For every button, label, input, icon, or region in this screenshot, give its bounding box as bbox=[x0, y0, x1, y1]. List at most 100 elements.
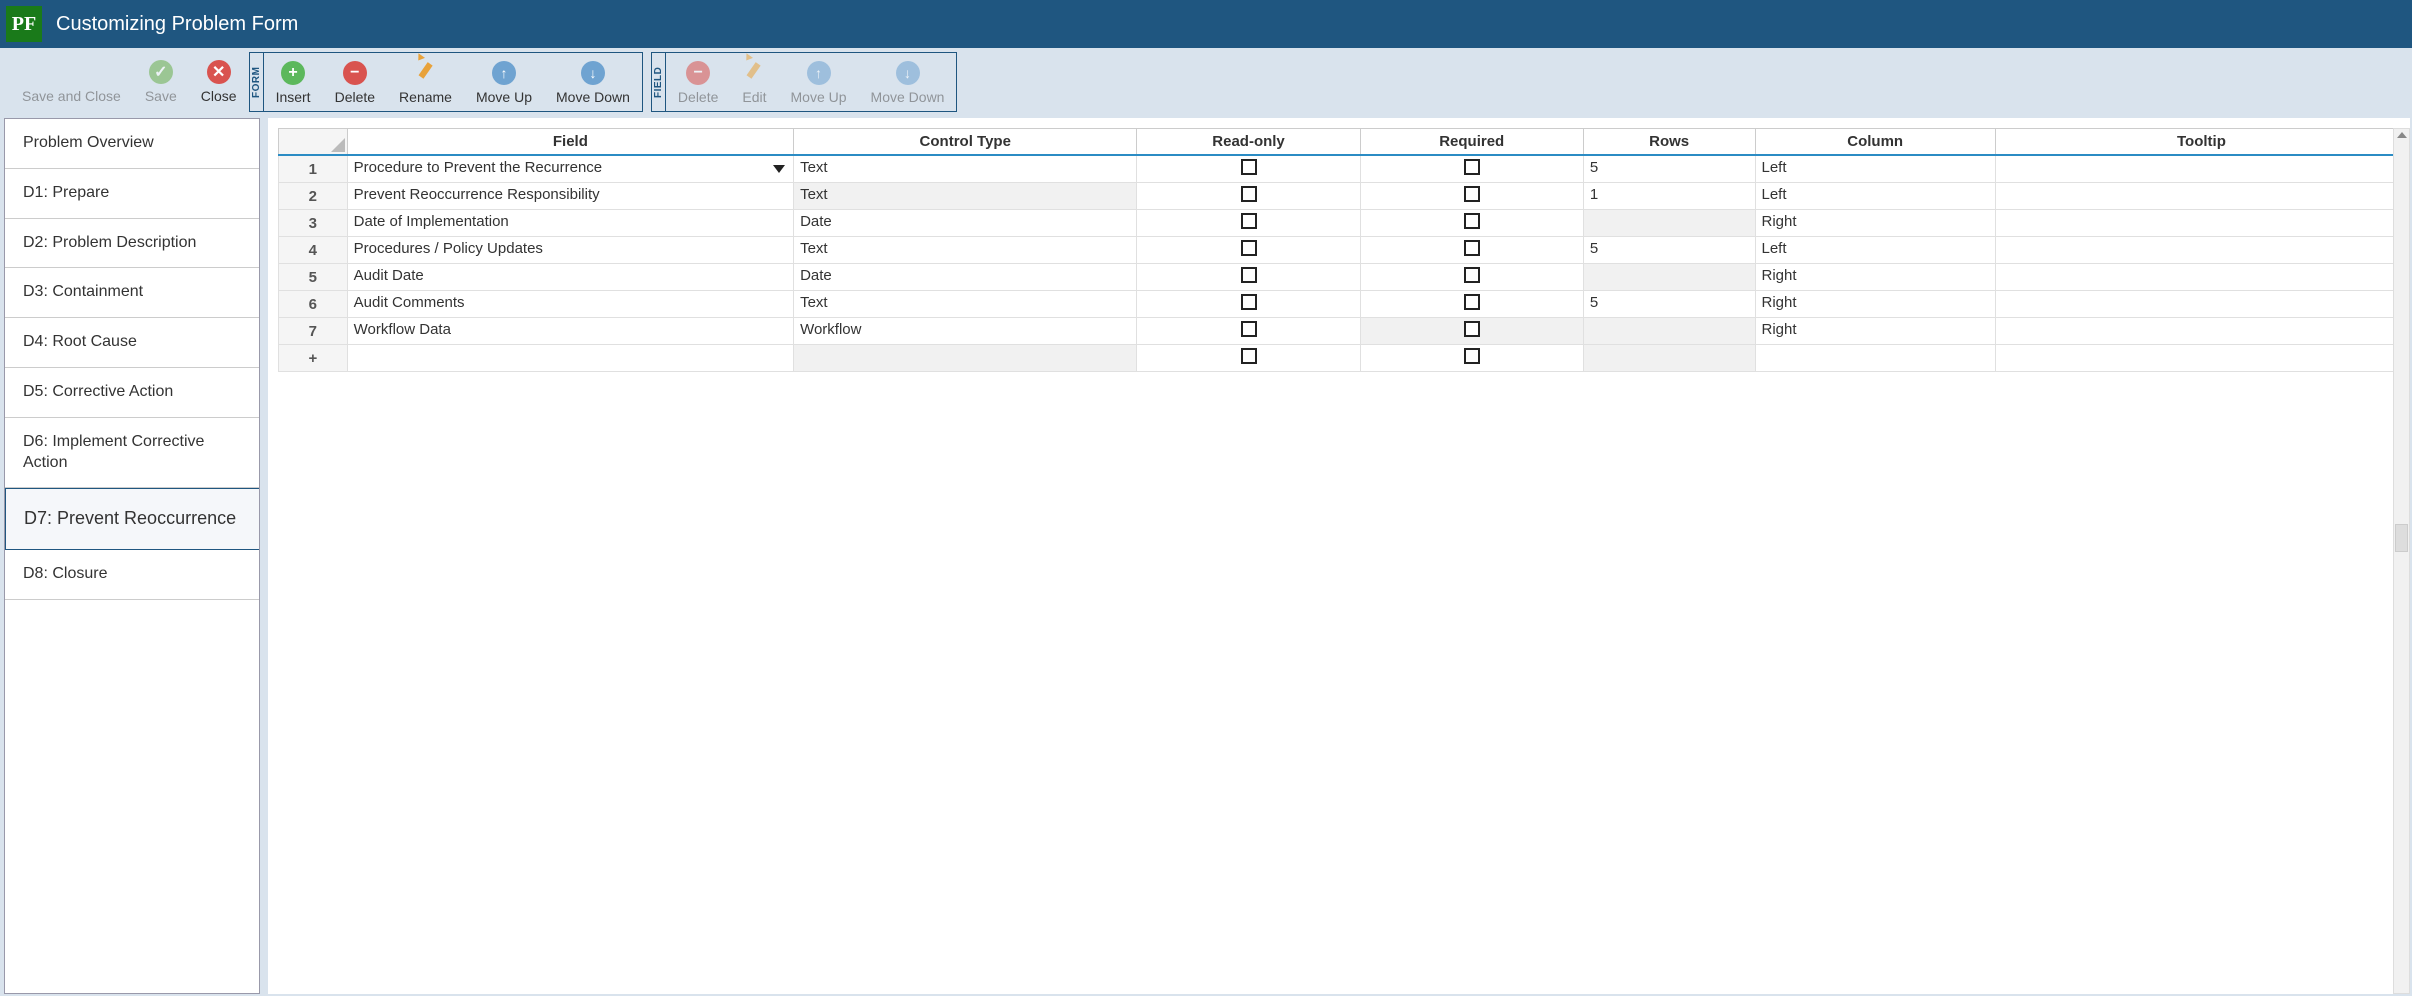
scroll-thumb[interactable] bbox=[2395, 524, 2408, 552]
cell-required[interactable] bbox=[1360, 155, 1583, 183]
save-button[interactable]: ✓ Save bbox=[133, 52, 189, 112]
cell-field[interactable]: Prevent Reoccurrence Responsibility bbox=[347, 183, 793, 210]
add-row[interactable]: + bbox=[279, 345, 2408, 372]
checkbox-icon[interactable] bbox=[1241, 240, 1257, 256]
form-insert-button[interactable]: + Insert bbox=[264, 53, 323, 113]
cell-field[interactable]: Audit Date bbox=[347, 264, 793, 291]
cell-required[interactable] bbox=[1360, 237, 1583, 264]
checkbox-icon[interactable] bbox=[1464, 213, 1480, 229]
cell-tooltip[interactable] bbox=[1995, 318, 2407, 345]
vertical-scrollbar[interactable] bbox=[2393, 128, 2410, 994]
sidebar-item[interactable]: D3: Containment bbox=[5, 268, 259, 318]
checkbox-icon[interactable] bbox=[1464, 240, 1480, 256]
sidebar-item[interactable]: D5: Corrective Action bbox=[5, 368, 259, 418]
table-row[interactable]: 2Prevent Reoccurrence ResponsibilityText… bbox=[279, 183, 2408, 210]
cell-control-type[interactable]: Text bbox=[794, 291, 1137, 318]
field-delete-button[interactable]: − Delete bbox=[666, 53, 730, 113]
cell-required[interactable] bbox=[1360, 345, 1583, 372]
table-row[interactable]: 4Procedures / Policy UpdatesText 5Left bbox=[279, 237, 2408, 264]
cell-control-type[interactable]: Text bbox=[794, 183, 1137, 210]
cell-rows[interactable]: 1 bbox=[1583, 183, 1755, 210]
cell-field[interactable] bbox=[347, 345, 793, 372]
checkbox-icon[interactable] bbox=[1464, 267, 1480, 283]
checkbox-icon[interactable] bbox=[1464, 294, 1480, 310]
cell-column[interactable]: Right bbox=[1755, 210, 1995, 237]
sidebar-item[interactable]: D6: Implement Corrective Action bbox=[5, 418, 259, 489]
checkbox-icon[interactable] bbox=[1241, 348, 1257, 364]
checkbox-icon[interactable] bbox=[1241, 321, 1257, 337]
checkbox-icon[interactable] bbox=[1241, 213, 1257, 229]
column-header[interactable]: Field bbox=[347, 129, 793, 156]
checkbox-icon[interactable] bbox=[1241, 159, 1257, 175]
sidebar-item[interactable]: D4: Root Cause bbox=[5, 318, 259, 368]
cell-rows[interactable] bbox=[1583, 264, 1755, 291]
column-header[interactable]: Read-only bbox=[1137, 129, 1360, 156]
row-number[interactable]: 6 bbox=[279, 291, 348, 318]
cell-column[interactable]: Right bbox=[1755, 318, 1995, 345]
row-number[interactable]: 7 bbox=[279, 318, 348, 345]
cell-control-type[interactable]: Date bbox=[794, 210, 1137, 237]
cell-rows[interactable] bbox=[1583, 210, 1755, 237]
sidebar-item[interactable]: D8: Closure bbox=[5, 550, 259, 600]
cell-readonly[interactable] bbox=[1137, 155, 1360, 183]
row-number[interactable]: 4 bbox=[279, 237, 348, 264]
table-row[interactable]: 5Audit DateDateRight bbox=[279, 264, 2408, 291]
checkbox-icon[interactable] bbox=[1464, 321, 1480, 337]
column-header[interactable]: Tooltip bbox=[1995, 129, 2407, 156]
cell-field[interactable]: Workflow Data bbox=[347, 318, 793, 345]
checkbox-icon[interactable] bbox=[1464, 159, 1480, 175]
cell-column[interactable]: Left bbox=[1755, 183, 1995, 210]
table-row[interactable]: 3Date of ImplementationDateRight bbox=[279, 210, 2408, 237]
row-number[interactable]: 1 bbox=[279, 155, 348, 183]
checkbox-icon[interactable] bbox=[1464, 186, 1480, 202]
cell-readonly[interactable] bbox=[1137, 210, 1360, 237]
cell-tooltip[interactable] bbox=[1995, 291, 2407, 318]
table-corner[interactable] bbox=[279, 129, 348, 156]
cell-tooltip[interactable] bbox=[1995, 210, 2407, 237]
column-header[interactable]: Column bbox=[1755, 129, 1995, 156]
form-rename-button[interactable]: Rename bbox=[387, 53, 464, 113]
table-row[interactable]: 1Procedure to Prevent the RecurrenceText… bbox=[279, 155, 2408, 183]
sidebar-item[interactable]: D1: Prepare bbox=[5, 169, 259, 219]
cell-tooltip[interactable] bbox=[1995, 155, 2407, 183]
cell-column[interactable]: Left bbox=[1755, 237, 1995, 264]
row-number[interactable]: 2 bbox=[279, 183, 348, 210]
cell-readonly[interactable] bbox=[1137, 264, 1360, 291]
cell-tooltip[interactable] bbox=[1995, 237, 2407, 264]
checkbox-icon[interactable] bbox=[1464, 348, 1480, 364]
cell-column[interactable] bbox=[1755, 345, 1995, 372]
cell-readonly[interactable] bbox=[1137, 291, 1360, 318]
save-and-close-button[interactable]: Save and Close bbox=[10, 52, 133, 112]
cell-field[interactable]: Audit Comments bbox=[347, 291, 793, 318]
table-row[interactable]: 6Audit CommentsText5Right bbox=[279, 291, 2408, 318]
form-move-down-button[interactable]: ↓ Move Down bbox=[544, 53, 642, 113]
cell-required[interactable] bbox=[1360, 183, 1583, 210]
cell-field[interactable]: Procedure to Prevent the Recurrence bbox=[347, 155, 793, 183]
checkbox-icon[interactable] bbox=[1241, 186, 1257, 202]
cell-control-type[interactable]: Text bbox=[794, 237, 1137, 264]
checkbox-icon[interactable] bbox=[1241, 267, 1257, 283]
table-row[interactable]: 7Workflow DataWorkflowRight bbox=[279, 318, 2408, 345]
close-button[interactable]: ✕ Close bbox=[189, 52, 249, 112]
field-move-up-button[interactable]: ↑ Move Up bbox=[779, 53, 859, 113]
cell-control-type[interactable]: Date bbox=[794, 264, 1137, 291]
column-header[interactable]: Required bbox=[1360, 129, 1583, 156]
sidebar-item[interactable]: D2: Problem Description bbox=[5, 219, 259, 269]
checkbox-icon[interactable] bbox=[1241, 294, 1257, 310]
dropdown-triangle-icon[interactable] bbox=[773, 165, 785, 173]
row-number[interactable]: + bbox=[279, 345, 348, 372]
cell-column[interactable]: Left bbox=[1755, 155, 1995, 183]
form-delete-button[interactable]: − Delete bbox=[323, 53, 387, 113]
cell-column[interactable]: Right bbox=[1755, 291, 1995, 318]
cell-tooltip[interactable] bbox=[1995, 264, 2407, 291]
form-move-up-button[interactable]: ↑ Move Up bbox=[464, 53, 544, 113]
cell-tooltip[interactable] bbox=[1995, 345, 2407, 372]
cell-required[interactable] bbox=[1360, 264, 1583, 291]
cell-rows[interactable]: 5 bbox=[1583, 237, 1755, 264]
cell-field[interactable]: Date of Implementation bbox=[347, 210, 793, 237]
cell-required[interactable] bbox=[1360, 210, 1583, 237]
cell-rows[interactable] bbox=[1583, 345, 1755, 372]
cell-field[interactable]: Procedures / Policy Updates bbox=[347, 237, 793, 264]
cell-required[interactable] bbox=[1360, 318, 1583, 345]
cell-readonly[interactable] bbox=[1137, 318, 1360, 345]
